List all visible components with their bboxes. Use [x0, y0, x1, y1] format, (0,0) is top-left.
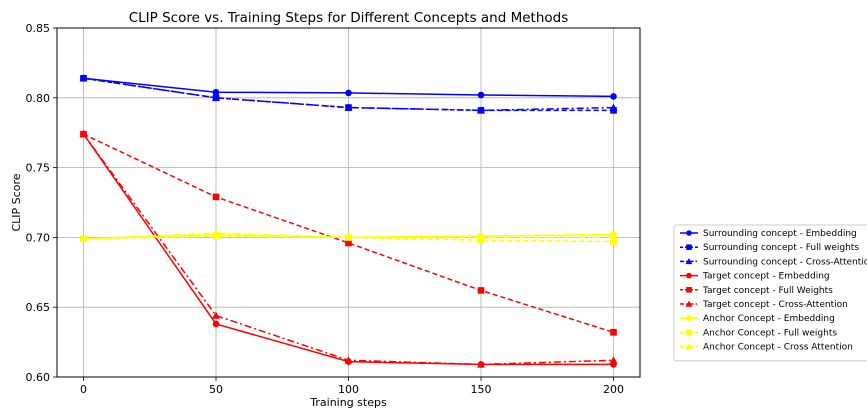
y-tick-label: 0.70 [26, 231, 51, 244]
series-8 [79, 229, 618, 242]
legend-label: Anchor Concept - Full weights [703, 328, 837, 338]
data-point [686, 315, 692, 322]
legend-label: Surrounding concept - Full weights [703, 243, 859, 253]
x-tick-label: 50 [209, 383, 223, 396]
data-point [610, 238, 617, 245]
x-tick-label: 0 [80, 383, 87, 396]
legend-item: Target concept - Cross-Attention [680, 300, 848, 310]
ticks: 0 50 100 150 200 0.60 0.65 0.70 0.75 0.80 0.85 [26, 22, 625, 396]
data-point [344, 356, 353, 364]
legend-label: Surrounding concept - Cross-Attention [703, 257, 867, 267]
y-tick-label: 0.85 [26, 22, 51, 35]
data-point [79, 130, 88, 138]
data-point [609, 103, 618, 111]
legend-label: Target concept - Full Weights [702, 286, 833, 296]
data-point [79, 74, 88, 82]
data-point [345, 239, 352, 247]
legend-label: Target concept - Embedding [702, 272, 830, 282]
data-point [610, 93, 617, 100]
legend-item: Target concept - Embedding [680, 272, 830, 282]
legend-label: Surrounding concept - Embedding [703, 229, 857, 239]
x-tick-label: 150 [471, 383, 492, 396]
data-point [477, 106, 485, 114]
data-point [212, 311, 220, 319]
y-axis-label: CLIP Score [10, 173, 23, 231]
data-point [686, 244, 692, 250]
series-2 [79, 74, 618, 114]
y-tick-label: 0.75 [26, 162, 51, 175]
data-point [345, 89, 352, 97]
data-point [609, 233, 618, 241]
legend-label: Anchor Concept - Embedding [703, 314, 835, 324]
legend-item: Anchor Concept - Embedding [680, 314, 835, 324]
x-tick-label: 100 [338, 383, 359, 396]
legend-item: Anchor Concept - Cross Attention [680, 343, 853, 353]
data-point [685, 343, 693, 350]
data-point [212, 320, 220, 328]
data-point [477, 91, 485, 99]
y-tick-label: 0.65 [26, 301, 51, 314]
data-point [212, 229, 220, 237]
x-tick-label: 200 [603, 383, 624, 396]
series-layer [79, 74, 618, 368]
y-tick-label: 0.80 [26, 92, 51, 105]
data-point [344, 233, 353, 241]
data-point [212, 93, 220, 101]
data-point [79, 234, 88, 242]
data-point [477, 233, 485, 241]
data-point [212, 88, 220, 96]
chart-title: CLIP Score vs. Training Steps for Differ… [129, 10, 569, 26]
series-line [83, 133, 614, 334]
data-point [685, 258, 693, 265]
legend: Surrounding concept - Embedding Surroundi… [673, 224, 867, 362]
data-point [212, 193, 220, 201]
data-point [610, 329, 617, 336]
data-point [686, 230, 692, 236]
data-point [685, 300, 693, 307]
legend-label: Anchor Concept - Cross Attention [703, 343, 853, 353]
legend-item: Surrounding concept - Full weights [680, 243, 859, 253]
grid [57, 27, 640, 378]
legend-label: Target concept - Cross-Attention [702, 300, 848, 310]
data-point [344, 103, 353, 111]
data-point [477, 287, 485, 294]
legend-item: Surrounding concept - Cross-Attention [680, 257, 867, 267]
data-point [686, 329, 692, 336]
legend-item: Target concept - Full Weights [680, 286, 833, 296]
data-point [686, 272, 692, 279]
data-point [686, 287, 692, 293]
data-point [477, 360, 485, 368]
x-axis-label: Training steps [309, 396, 387, 408]
legend-item: Anchor Concept - Full weights [680, 328, 837, 338]
data-point [609, 356, 618, 364]
legend-frame [673, 224, 867, 362]
legend-item: Surrounding concept - Embedding [680, 229, 857, 239]
series-5 [79, 130, 618, 368]
y-tick-label: 0.60 [26, 371, 51, 384]
